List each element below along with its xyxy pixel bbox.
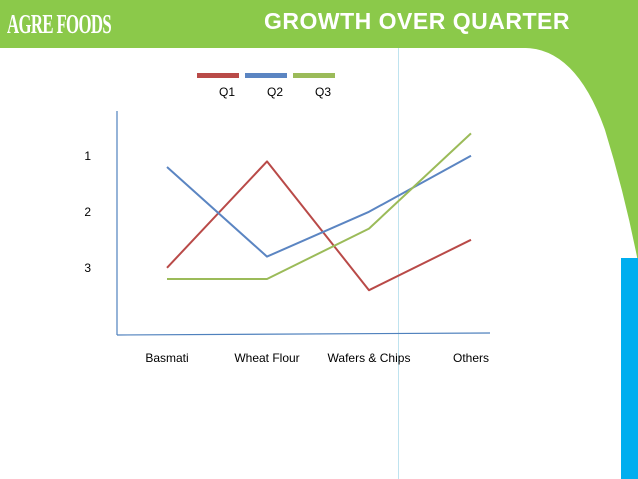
guide-divider (398, 48, 399, 479)
legend-swatch-q1 (197, 73, 239, 78)
y-tick-labels: 1 2 3 (84, 149, 91, 275)
x-tick-label: Wafers & Chips (328, 351, 411, 365)
chart-series (166, 132, 472, 292)
legend-label-q3: Q3 (315, 85, 331, 99)
x-tick-label: Wheat Flour (234, 351, 299, 365)
y-tick-label: 3 (84, 261, 91, 275)
legend-swatch-q2 (245, 73, 287, 78)
chart-legend: Q1 Q2 Q3 (197, 73, 335, 99)
x-axis-line (116, 332, 491, 336)
y-tick-label: 1 (84, 149, 91, 163)
x-tick-label: Basmati (145, 351, 188, 365)
series-line-q1 (166, 160, 472, 292)
legend-label-q2: Q2 (267, 85, 283, 99)
legend-label-q1: Q1 (219, 85, 235, 99)
brand-logo: AGRE FOODS (7, 9, 112, 39)
blue-side-band (621, 258, 638, 479)
y-tick-label: 2 (84, 205, 91, 219)
x-tick-labels: Basmati Wheat Flour Wafers & Chips Others (145, 351, 489, 365)
header-banner (0, 0, 638, 48)
series-line-q3 (167, 132, 472, 280)
series-line-q2 (166, 154, 472, 258)
chart-axes (116, 111, 491, 336)
page-title: GROWTH OVER QUARTER (264, 8, 570, 34)
x-tick-label: Others (453, 351, 489, 365)
legend-swatch-q3 (293, 73, 335, 78)
